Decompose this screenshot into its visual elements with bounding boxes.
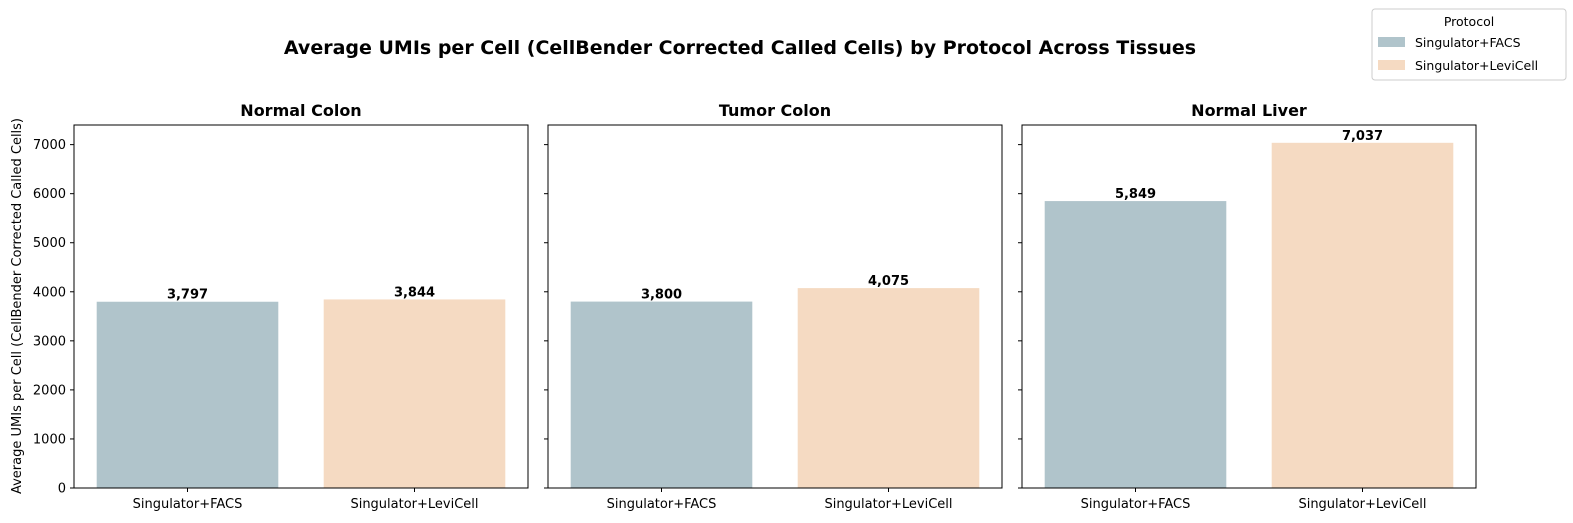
data-label: 3,844 (394, 285, 435, 300)
legend-entry-levicell: Singulator+LeviCell (1415, 58, 1538, 73)
bar (323, 299, 506, 488)
x-tick-label: Singulator+LeviCell (1298, 497, 1426, 512)
y-tick-label: 2000 (33, 383, 66, 398)
legend: Protocol Singulator+FACS Singulator+Levi… (1371, 8, 1567, 81)
panel-frame (547, 124, 1003, 489)
bar (1044, 201, 1227, 489)
y-tick-label: 3000 (33, 334, 66, 349)
bar (797, 288, 980, 488)
y-tick-label: 1000 (33, 432, 66, 447)
x-tick-label: Singulator+FACS (133, 497, 243, 512)
legend-entry-facs: Singulator+FACS (1415, 35, 1521, 50)
y-tick-label: 6000 (33, 187, 66, 202)
panel-0: Normal Colon 3,797 Singulator+FACS 3,844 Sin… (33, 101, 529, 512)
legend-title: Protocol (1444, 14, 1494, 29)
x-tick-label: Singulator+FACS (1081, 497, 1191, 512)
legend-swatch-facs (1378, 37, 1405, 47)
x-tick-label: Singulator+LeviCell (824, 497, 952, 512)
bar (96, 301, 279, 488)
data-label: 7,037 (1342, 129, 1383, 144)
bar (570, 301, 753, 488)
y-tick-label: 7000 (33, 138, 66, 153)
legend-swatch-levicell (1378, 60, 1405, 70)
legend-frame (1371, 8, 1567, 81)
y-axis-label: Average UMIs per Cell (CellBender Correc… (10, 118, 25, 494)
panel-frame (1021, 124, 1477, 489)
panel-2: Normal Liver 5,849 Singulator+FACS 7,037 Sin… (1018, 101, 1477, 512)
panel-1: Tumor Colon 3,800 Singulator+FACS 4,075 Sing… (544, 101, 1003, 512)
chart-title: Average UMIs per Cell (CellBender Correc… (284, 37, 1196, 59)
data-label: 4,075 (868, 274, 909, 289)
bar (1271, 142, 1454, 488)
data-label: 5,849 (1115, 187, 1156, 202)
panel-frame (73, 124, 529, 489)
y-tick-label: 4000 (33, 285, 66, 300)
x-tick-label: Singulator+LeviCell (350, 497, 478, 512)
panels: Normal Colon 3,797 Singulator+FACS 3,844 Sin… (33, 101, 1477, 512)
data-label: 3,797 (167, 288, 208, 303)
panel-title: Normal Colon (240, 101, 361, 120)
y-tick-label: 0 (58, 482, 66, 497)
data-label: 3,800 (641, 288, 682, 303)
panel-title: Normal Liver (1191, 101, 1307, 120)
panel-title: Tumor Colon (719, 101, 831, 120)
y-tick-label: 5000 (33, 236, 66, 251)
x-tick-label: Singulator+FACS (607, 497, 717, 512)
